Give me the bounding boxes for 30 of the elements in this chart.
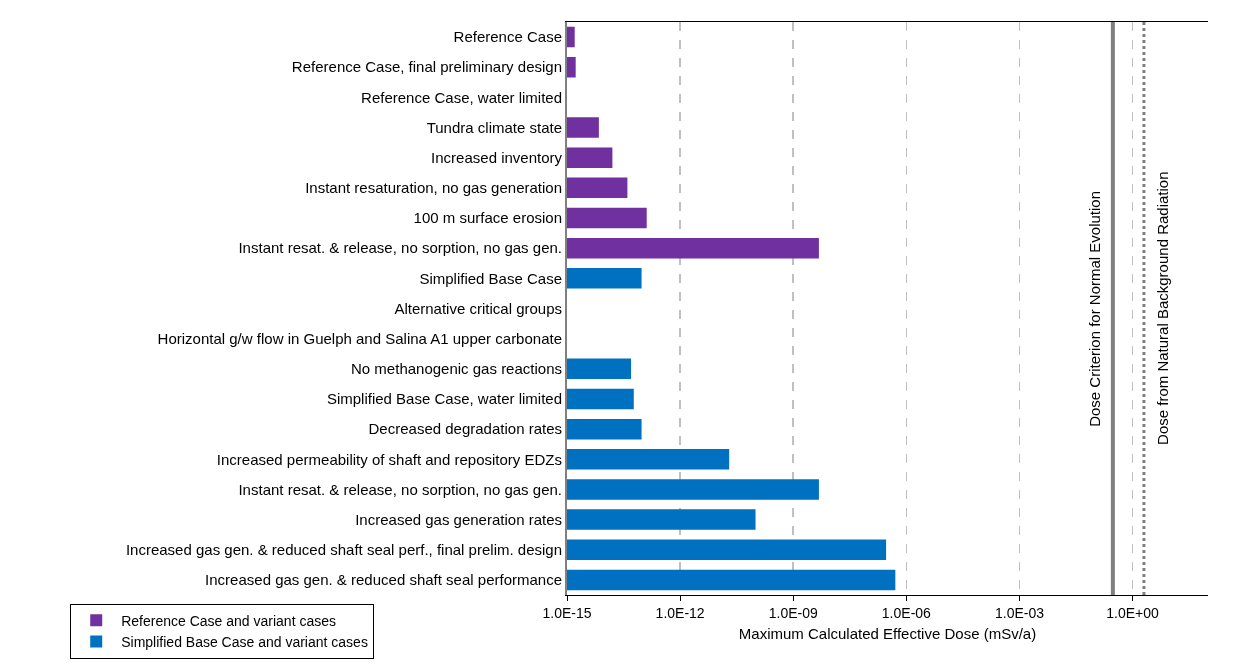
y-tick-label: Increased gas gen. & reduced shaft seal performance [205,571,562,589]
y-tick-label: Reference Case, water limited [361,88,562,106]
ref-line-label: Dose Criterion for Normal Evolution [1085,190,1103,427]
y-tick-label: Reference Case, final preliminary design [291,58,562,76]
y-tick-label: Alternative critical groups [394,299,562,317]
x-tick-label: 1.0E-03 [994,604,1045,621]
y-tick-label: Reference Case [453,28,562,46]
y-tick-label: Increased gas generation rates [355,510,562,528]
x-tick-label: 1.0E+00 [1106,604,1160,621]
x-tick-label: 1.0E-06 [881,604,932,621]
y-tick-label: Simplified Base Case, water limited [326,390,562,408]
y-tick-label: 100 m surface erosion [413,209,562,227]
y-tick-label: Instant resat. & release, no sorption, no gas gen. [238,239,562,257]
ref-line-label: Dose from Natural Background Radiation [1153,171,1171,445]
y-tick-label: Instant resat. & release, no sorption, no gas gen. [238,480,562,498]
legend-label: Reference Case and variant cases [121,612,337,629]
y-tick-label: No methanogenic gas reactions [351,360,562,378]
x-tick-label: 1.0E-15 [542,604,592,621]
y-tick-label: Simplified Base Case [419,269,562,287]
legend-label: Simplified Base Case and variant cases [121,633,368,650]
y-tick-label: Increased inventory [431,148,563,166]
x-tick-label: 1.0E-09 [768,604,818,621]
y-tick-label: Decreased degradation rates [368,420,562,438]
x-axis-title: Maximum Calculated Effective Dose (mSv/a) [738,624,1037,642]
y-tick-label: Tundra climate state [426,118,562,136]
y-tick-label: Horizontal g/w flow in Guelph and Salina A1 upper carbonate [157,329,562,347]
x-tick-label: 1.0E-12 [655,604,705,621]
y-tick-label: Increased permeability of shaft and repository EDZs [216,450,562,468]
y-tick-label: Instant resaturation, no gas generation [305,179,562,197]
y-tick-label: Increased gas gen. & reduced shaft seal perf., final prelim. design [125,541,562,559]
